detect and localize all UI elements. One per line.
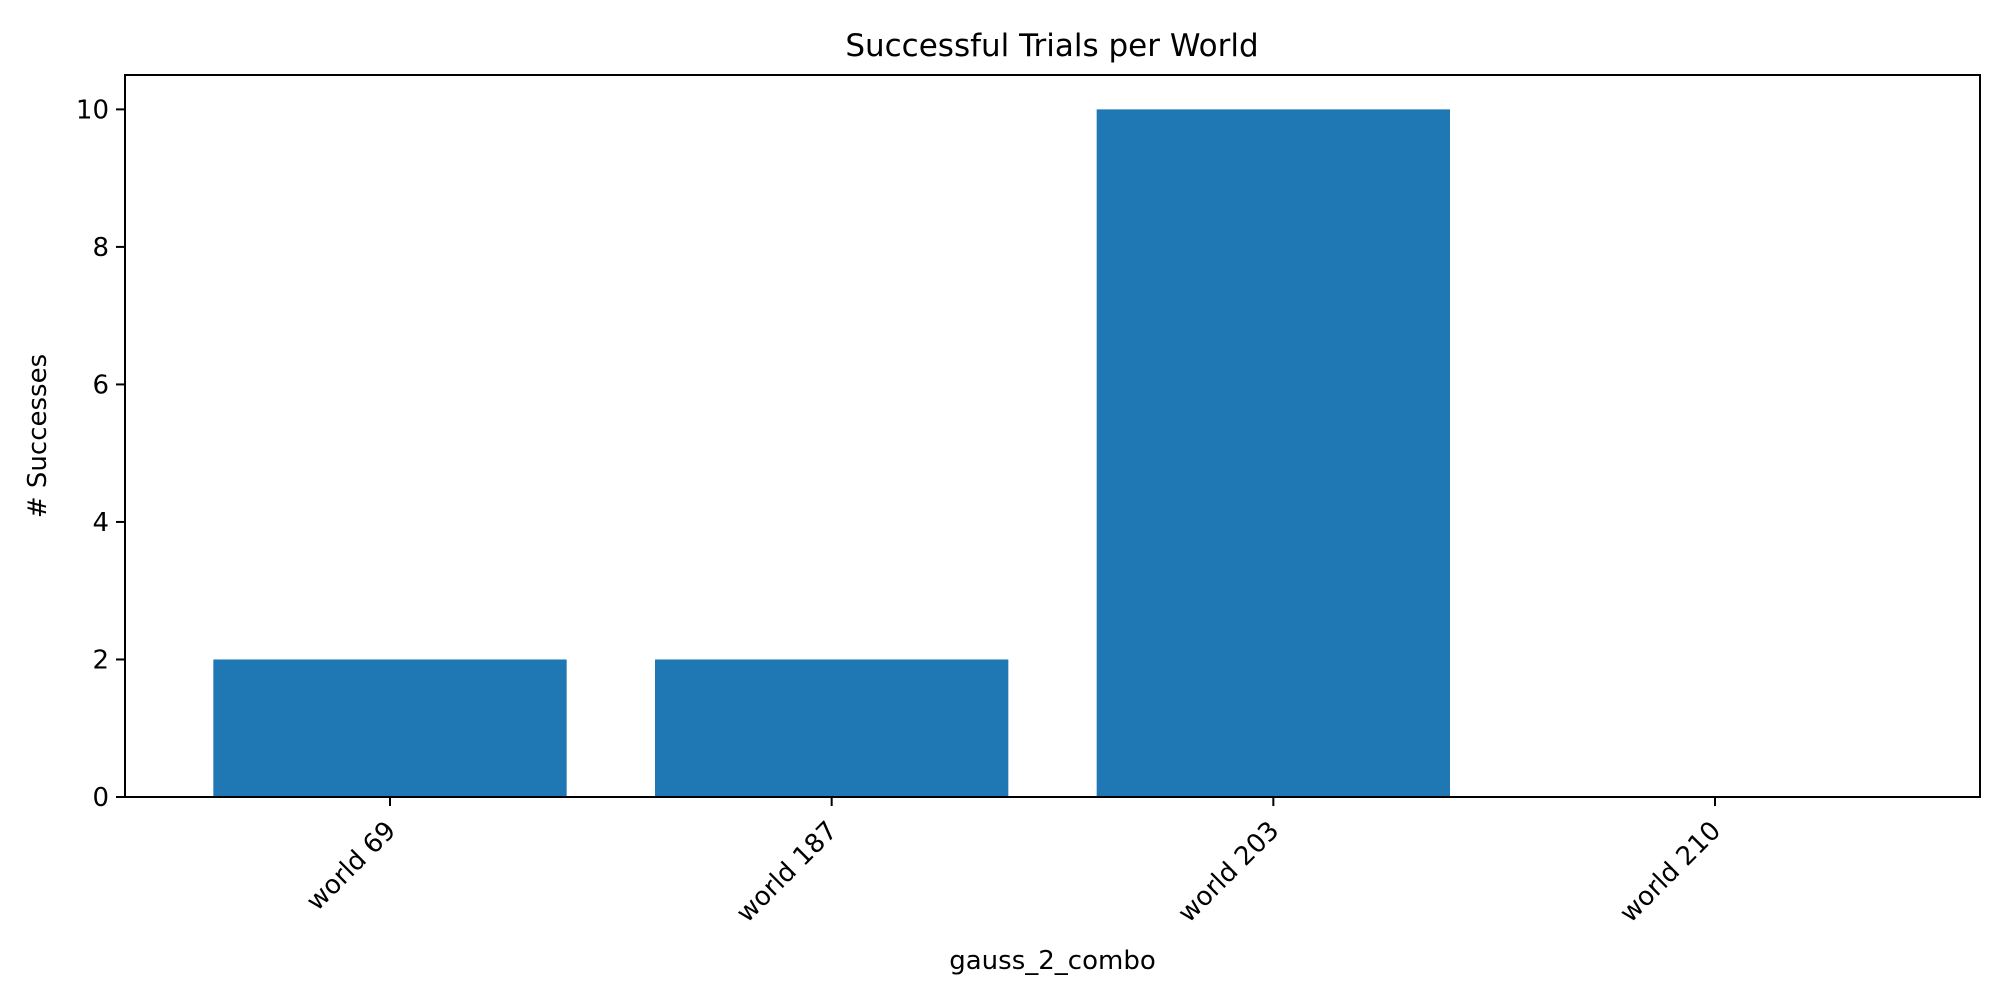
x-axis-label: gauss_2_combo <box>949 946 1156 976</box>
y-tick-label: 4 <box>92 508 109 538</box>
bar-world-69 <box>213 659 567 797</box>
y-tick-label: 10 <box>76 95 109 125</box>
y-axis: 0 2 4 6 8 10 <box>76 95 125 813</box>
y-tick-label: 2 <box>92 645 109 675</box>
bars-group <box>213 109 1450 797</box>
y-tick-label: 8 <box>92 233 109 263</box>
plot-area-frame <box>124 74 1981 798</box>
chart-title: Successful Trials per World <box>845 28 1258 64</box>
bar-world-203 <box>1096 109 1450 797</box>
y-tick-label: 6 <box>92 370 109 400</box>
y-tick-label: 0 <box>92 783 109 813</box>
bar-world-187 <box>655 659 1009 797</box>
y-axis-label: # Successes <box>23 354 53 518</box>
